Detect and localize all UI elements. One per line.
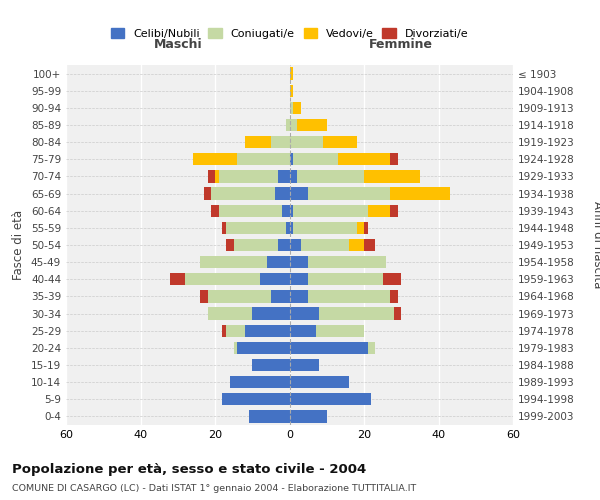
Bar xyxy=(230,376,290,388)
Bar xyxy=(297,170,364,182)
Bar xyxy=(293,153,338,166)
Bar xyxy=(308,290,390,302)
Bar xyxy=(271,290,290,302)
Bar xyxy=(200,256,267,268)
Bar xyxy=(219,204,282,217)
Bar xyxy=(223,222,226,234)
Text: Maschi: Maschi xyxy=(154,38,202,52)
Bar xyxy=(238,342,290,354)
Bar xyxy=(290,273,308,285)
Bar xyxy=(323,136,356,148)
Bar xyxy=(290,102,293,114)
Bar xyxy=(290,290,308,302)
Bar xyxy=(308,273,383,285)
Legend: Celibi/Nubili, Coniugati/e, Vedovi/e, Divorziati/e: Celibi/Nubili, Coniugati/e, Vedovi/e, Di… xyxy=(106,24,473,44)
Bar xyxy=(364,170,420,182)
Bar xyxy=(368,204,390,217)
Y-axis label: Fasce di età: Fasce di età xyxy=(13,210,25,280)
Bar xyxy=(290,136,323,148)
Bar xyxy=(356,222,364,234)
Bar xyxy=(319,308,394,320)
Bar xyxy=(390,188,449,200)
Bar xyxy=(271,136,290,148)
Bar xyxy=(170,273,185,285)
Bar xyxy=(290,393,371,406)
Bar xyxy=(252,359,290,371)
Bar xyxy=(290,308,319,320)
Bar xyxy=(364,239,375,251)
Bar xyxy=(390,204,398,217)
Text: Femmine: Femmine xyxy=(369,38,433,52)
Bar xyxy=(260,273,290,285)
Bar xyxy=(286,119,290,131)
Bar xyxy=(200,290,208,302)
Bar xyxy=(245,136,271,148)
Text: Popolazione per età, sesso e stato civile - 2004: Popolazione per età, sesso e stato civil… xyxy=(12,462,366,475)
Bar xyxy=(290,359,319,371)
Bar xyxy=(308,256,386,268)
Bar xyxy=(290,68,293,80)
Bar xyxy=(290,188,308,200)
Bar xyxy=(185,273,260,285)
Bar xyxy=(223,393,290,406)
Bar xyxy=(316,324,364,337)
Bar xyxy=(364,222,368,234)
Bar xyxy=(208,308,252,320)
Bar xyxy=(301,239,349,251)
Bar xyxy=(267,256,290,268)
Bar xyxy=(208,170,215,182)
Bar xyxy=(193,153,238,166)
Bar xyxy=(278,239,290,251)
Y-axis label: Anni di nascita: Anni di nascita xyxy=(591,202,600,288)
Bar xyxy=(297,119,327,131)
Bar xyxy=(338,153,390,166)
Bar xyxy=(290,410,327,422)
Bar xyxy=(226,222,286,234)
Bar xyxy=(233,342,238,354)
Bar xyxy=(238,153,290,166)
Bar xyxy=(248,410,290,422)
Bar xyxy=(290,256,308,268)
Bar xyxy=(349,239,364,251)
Bar xyxy=(368,342,375,354)
Bar xyxy=(223,324,226,337)
Bar xyxy=(282,204,290,217)
Bar xyxy=(290,239,301,251)
Bar xyxy=(226,239,233,251)
Bar xyxy=(208,290,271,302)
Bar xyxy=(215,170,219,182)
Bar xyxy=(290,222,293,234)
Bar xyxy=(226,324,245,337)
Bar xyxy=(394,308,401,320)
Bar xyxy=(290,84,293,97)
Bar xyxy=(290,119,297,131)
Bar xyxy=(290,342,368,354)
Bar xyxy=(252,308,290,320)
Bar xyxy=(293,102,301,114)
Bar xyxy=(390,290,398,302)
Bar xyxy=(275,188,290,200)
Bar xyxy=(211,204,219,217)
Bar xyxy=(290,170,297,182)
Bar xyxy=(290,153,293,166)
Text: COMUNE DI CASARGO (LC) - Dati ISTAT 1° gennaio 2004 - Elaborazione TUTTITALIA.IT: COMUNE DI CASARGO (LC) - Dati ISTAT 1° g… xyxy=(12,484,416,493)
Bar xyxy=(290,204,293,217)
Bar xyxy=(233,239,278,251)
Bar xyxy=(245,324,290,337)
Bar xyxy=(278,170,290,182)
Bar xyxy=(390,153,398,166)
Bar xyxy=(308,188,390,200)
Bar xyxy=(219,170,278,182)
Bar xyxy=(286,222,290,234)
Bar xyxy=(290,376,349,388)
Bar xyxy=(211,188,275,200)
Bar xyxy=(383,273,401,285)
Bar xyxy=(290,324,316,337)
Bar xyxy=(293,222,356,234)
Bar xyxy=(204,188,211,200)
Bar xyxy=(293,204,368,217)
